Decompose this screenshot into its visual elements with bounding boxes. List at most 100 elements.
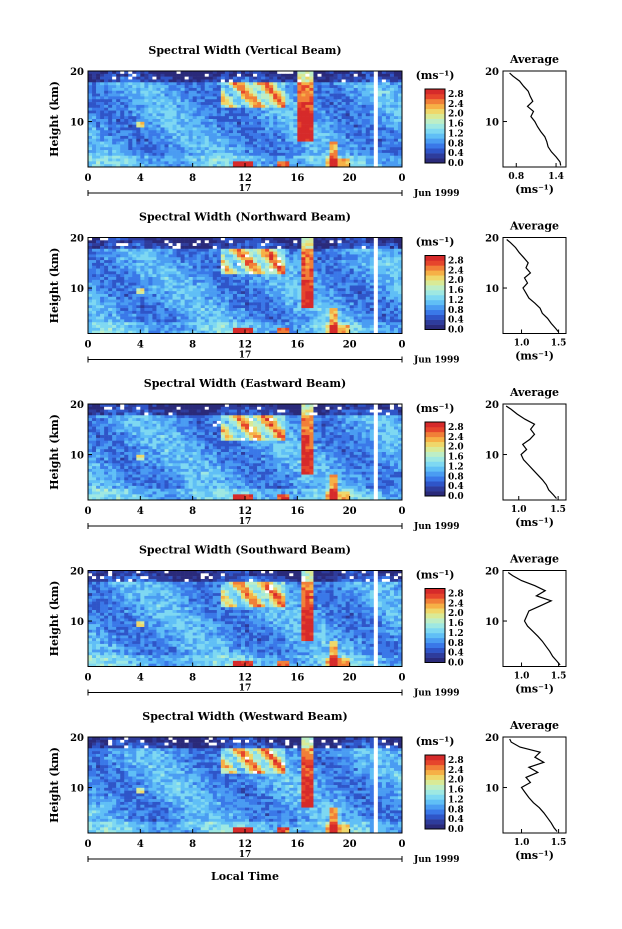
heatmap-cell (337, 265, 342, 269)
heatmap-cell (341, 271, 346, 275)
heatmap-cell (232, 260, 238, 264)
heatmap-cell (152, 260, 157, 264)
heatmap-cell (293, 150, 298, 154)
heatmap-cell (329, 155, 334, 159)
heatmap-cell (168, 271, 173, 275)
heatmap-cell (285, 260, 290, 264)
heatmap-cell (108, 144, 113, 148)
heatmap-cell (116, 279, 121, 283)
heatmap-cell (184, 119, 189, 123)
heatmap-cell (100, 150, 105, 154)
heatmap-cell (285, 102, 290, 106)
heatmap-cell (317, 245, 322, 250)
heatmap-cell (325, 279, 330, 283)
heatmap-cell (172, 310, 177, 315)
heatmap-cell (100, 279, 105, 283)
heatmap-cell (293, 147, 298, 151)
heatmap-cell (369, 116, 375, 120)
heatmap-cell (345, 107, 350, 111)
heatmap-cell (140, 135, 145, 140)
avg-y-tick-label: 10 (485, 118, 499, 129)
heatmap-cell (281, 73, 286, 77)
heatmap-cell (168, 308, 173, 312)
heatmap-cell (293, 237, 298, 241)
heatmap-cell (361, 237, 367, 241)
heatmap-cell (253, 158, 258, 162)
heatmap-cell (289, 245, 294, 250)
heatmap-cell (341, 310, 346, 315)
heatmap-cell (128, 296, 133, 300)
heatmap-cell (152, 158, 157, 162)
heatmap-cell (236, 113, 242, 117)
heatmap-cell (377, 124, 383, 128)
heatmap-cell (313, 288, 318, 292)
heatmap-cell (325, 262, 330, 267)
heatmap-cell (212, 102, 218, 106)
heatmap-cell (337, 76, 342, 80)
heatmap-cell (317, 102, 322, 106)
heatmap-cell (305, 161, 310, 165)
heatmap-cell (305, 288, 310, 292)
heatmap-cell (184, 251, 189, 255)
heatmap-cell (136, 299, 141, 303)
heatmap-cell (361, 82, 367, 86)
heatmap-cell (100, 262, 105, 267)
heatmap-cell (192, 113, 197, 117)
heatmap-cell (224, 87, 230, 92)
heatmap-cell (208, 93, 214, 97)
heatmap-cell (333, 130, 338, 134)
heatmap-cell (152, 79, 157, 83)
heatmap-cell (369, 285, 375, 289)
heatmap-cell (156, 299, 161, 303)
heatmap-cell (132, 248, 137, 252)
heatmap-cell (365, 293, 371, 298)
heatmap-cell (148, 245, 153, 250)
heatmap-cell (317, 277, 322, 281)
heatmap-cell (96, 127, 101, 131)
heatmap-cell (369, 110, 375, 114)
heatmap-cell (140, 260, 145, 264)
heatmap-cell (393, 285, 399, 289)
heatmap-cell (389, 293, 395, 298)
heatmap-cell (144, 293, 149, 298)
heatmap-cell (116, 299, 121, 303)
heatmap-cell (236, 152, 242, 156)
heatmap-cell (329, 240, 334, 244)
heatmap-cell (180, 79, 185, 83)
heatmap-cell (184, 113, 189, 117)
heatmap-cell (321, 144, 326, 148)
heatmap-cell (293, 161, 298, 165)
heatmap-cell (204, 245, 210, 250)
heatmap-cell (353, 237, 359, 241)
heatmap-cell (232, 127, 238, 131)
heatmap-cell (116, 127, 121, 131)
heatmap-cell (152, 93, 157, 97)
heatmap-cell (192, 285, 197, 289)
heatmap-cell (393, 254, 399, 258)
heatmap-cell (172, 150, 177, 154)
heatmap-cell (232, 265, 238, 269)
heatmap-cell (200, 248, 206, 252)
heatmap-cell (309, 237, 314, 241)
heatmap-cell (204, 155, 210, 159)
heatmap-cell (168, 282, 173, 286)
heatmap-cell (92, 138, 97, 142)
heatmap-cell (168, 150, 173, 154)
heatmap-cell (381, 282, 387, 286)
heatmap-cell (345, 299, 350, 303)
heatmap-cell (172, 104, 177, 108)
heatmap-cell (337, 96, 342, 100)
heatmap-cell (228, 155, 234, 159)
heatmap-cell (180, 251, 185, 255)
heatmap-cell (124, 76, 129, 80)
heatmap-cell (136, 257, 141, 261)
heatmap-cell (281, 305, 286, 309)
heatmap-cell (228, 124, 234, 128)
heatmap-cell (253, 152, 258, 156)
heatmap-cell (313, 260, 318, 264)
heatmap-cell (297, 90, 302, 94)
heatmap-cell (216, 107, 222, 111)
heatmap-cell (349, 96, 354, 100)
heatmap-cell (152, 127, 157, 131)
heatmap-cell (389, 110, 395, 114)
